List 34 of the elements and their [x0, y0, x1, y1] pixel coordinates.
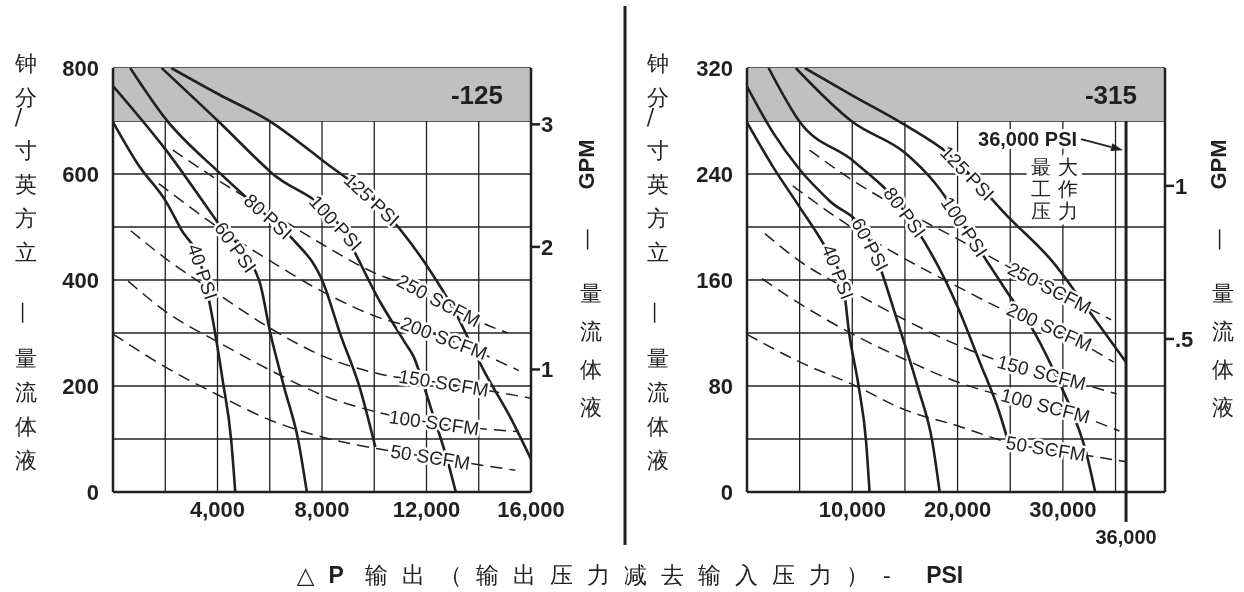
- y2-tick-label: 1: [541, 357, 554, 383]
- text: 液体流量 — 立方英寸/分钟: [640, 50, 681, 473]
- y-tick-label: 160: [696, 267, 733, 293]
- y-tick-label: 0: [86, 479, 99, 505]
- y2-tick-label: .5: [1175, 326, 1194, 352]
- x-tick-label: 12,000: [392, 496, 461, 522]
- text: 150 SCFM: [397, 365, 491, 401]
- band-label: -125: [450, 79, 503, 110]
- x-tick-label: 20,000: [923, 496, 992, 522]
- x-tick-label: 10,000: [818, 496, 886, 522]
- y-tick-label: 600: [62, 161, 99, 187]
- y2-tick-label: 3: [541, 112, 554, 138]
- y-tick-label: 800: [62, 55, 99, 81]
- text: 液体流量 — GPM: [573, 139, 618, 420]
- band-label: -315: [1084, 79, 1137, 110]
- text: 40 PSI: [183, 241, 222, 303]
- x-axis-title: △P 输出（输出压力减去输入压力）- PSI: [296, 562, 964, 588]
- x-tick-label: 30,000: [1029, 496, 1097, 522]
- y-tick-label: 320: [696, 55, 733, 81]
- y-tick-label: 400: [62, 267, 99, 293]
- y-tick-label: 0: [720, 479, 733, 505]
- text: 50 SCFM: [389, 440, 472, 474]
- x-tick-label: 8,000: [294, 496, 350, 522]
- text: 液体流量 — 立方英寸/分钟: [8, 50, 49, 473]
- text: 液体流量 — GPM: [1205, 139, 1244, 420]
- ref-line-label: 36,000: [1095, 526, 1157, 549]
- y2-tick-label: 1: [1175, 173, 1188, 199]
- text: 100 SCFM: [387, 406, 481, 440]
- y2-tick-label: 2: [541, 234, 554, 260]
- x-tick-label: 4,000: [189, 496, 246, 522]
- y-tick-label: 240: [696, 161, 733, 187]
- x-tick-label: 16,000: [497, 496, 565, 522]
- y-tick-label: 200: [62, 373, 99, 399]
- y-tick-label: 80: [708, 373, 733, 399]
